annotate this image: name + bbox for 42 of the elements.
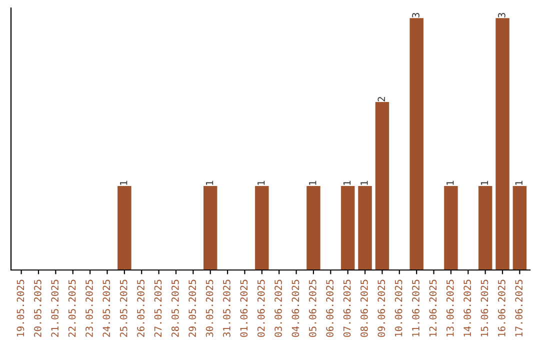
data-label: 1 <box>258 180 265 185</box>
x-tick-label: 14.06.2025 <box>464 280 471 336</box>
x-tick-label: 10.06.2025 <box>394 280 402 336</box>
x-tick-label: 28.05.2025 <box>171 280 179 337</box>
x-tick-label: 31.05.2025 <box>223 280 230 337</box>
x-tick-label: 26.05.2025 <box>137 280 144 337</box>
data-label: 3 <box>498 12 506 18</box>
data-label: 3 <box>412 12 420 18</box>
x-tick-label: 01.06.2025 <box>240 280 248 337</box>
x-tick-label: 05.06.2025 <box>308 280 316 337</box>
x-tick-label: 04.06.2025 <box>292 280 300 337</box>
x-tick-label: 21.05.2025 <box>51 280 59 337</box>
x-tick-label: 15.06.2025 <box>480 280 488 336</box>
data-label: 1 <box>309 180 316 185</box>
x-tick-label: 08.06.2025 <box>360 280 368 337</box>
x-tick-label: 25.05.2025 <box>120 280 128 337</box>
x-tick-label: 22.05.2025 <box>68 280 76 337</box>
x-tick-label: 20.05.2025 <box>34 280 42 337</box>
x-tick-label: 07.06.2025 <box>343 280 351 337</box>
x-tick-label: 24.05.2025 <box>102 280 110 337</box>
data-label: 1 <box>120 180 128 185</box>
x-tick-label: 16.06.2025 <box>498 280 506 336</box>
data-label: 1 <box>480 180 488 185</box>
x-tick-label: 23.05.2025 <box>86 280 93 337</box>
x-tick-label: 02.06.2025 <box>257 280 265 337</box>
x-tick-label: 12.06.2025 <box>429 280 437 336</box>
x-tick-label: 27.05.2025 <box>154 280 162 337</box>
x-tick-label: 03.06.2025 <box>274 280 282 337</box>
data-label: 1 <box>206 180 214 185</box>
data-label: 1 <box>360 180 368 185</box>
x-tick-label: 09.06.2025 <box>378 280 386 337</box>
x-tick-label: 17.06.2025 <box>515 280 523 336</box>
x-tick-label: 29.05.2025 <box>188 280 196 337</box>
data-label: 2 <box>378 97 385 102</box>
x-tick-label: 06.06.2025 <box>326 280 334 337</box>
x-tick-label: 30.05.2025 <box>206 280 214 337</box>
x-tick-label: 19.05.2025 <box>16 280 24 336</box>
x-tick-label: 11.06.2025 <box>412 280 420 336</box>
x-tick-label: 13.06.2025 <box>446 280 454 336</box>
data-label: 1 <box>515 180 522 185</box>
data-label: 1 <box>343 180 351 185</box>
data-label: 1 <box>446 180 454 185</box>
